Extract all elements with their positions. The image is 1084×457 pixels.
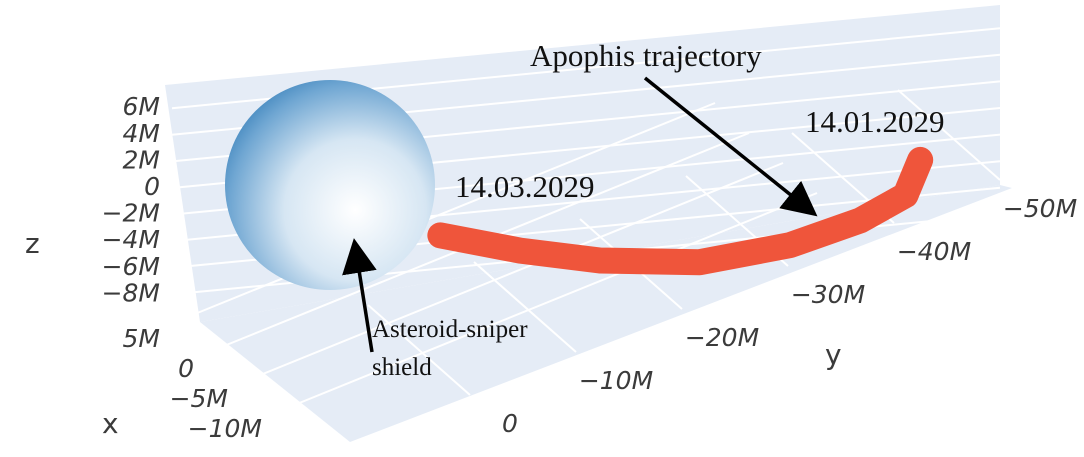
x-axis-title: x <box>102 407 119 440</box>
z-axis-title: z <box>25 227 40 260</box>
annotation: Asteroid-sniper <box>372 316 528 343</box>
arrow <box>342 238 377 353</box>
grid-line <box>184 102 716 319</box>
y-axis-title: y <box>825 338 842 371</box>
marks <box>427 146 934 276</box>
arrow <box>643 76 818 217</box>
z-tick-label: 4M <box>123 119 160 148</box>
trajectory <box>427 146 934 276</box>
grid-line <box>286 192 818 409</box>
y-tick-label: −20M <box>685 323 759 352</box>
x-tick-label: −5M <box>170 384 228 413</box>
z-tick-label: 2M <box>123 145 160 174</box>
x-tick-label: −10M <box>188 414 262 443</box>
y-tick-label: −50M <box>1003 194 1077 223</box>
y-tick-label: −40M <box>897 237 971 266</box>
y-tick-label: −30M <box>791 280 865 309</box>
annotation: Apophis trajectory <box>530 38 762 73</box>
annotation: shield <box>372 354 432 381</box>
z-tick-label: −4M <box>102 225 160 254</box>
grid-line <box>897 89 1001 181</box>
z-tick-label: −2M <box>102 199 160 228</box>
z-tick-label: −8M <box>102 278 160 307</box>
grid-line <box>473 261 577 353</box>
y-tick-label: 0 <box>502 409 518 438</box>
grid-line <box>252 162 784 379</box>
sphere <box>225 80 435 290</box>
y-tick-label: −10M <box>579 366 653 395</box>
x-tick-label: 0 <box>178 354 194 383</box>
z-tick-label: 0 <box>144 172 160 201</box>
grid-line <box>367 304 471 396</box>
z-tick-label: 6M <box>123 92 160 121</box>
labels: z x y Apophis trajectory 14.01.2029 14.0… <box>25 38 1077 443</box>
x-tick-label: 5M <box>123 324 160 353</box>
annotation: 14.03.2029 <box>455 169 595 204</box>
z-tick-label: −6M <box>102 252 160 281</box>
annotation: 14.01.2029 <box>805 104 945 139</box>
